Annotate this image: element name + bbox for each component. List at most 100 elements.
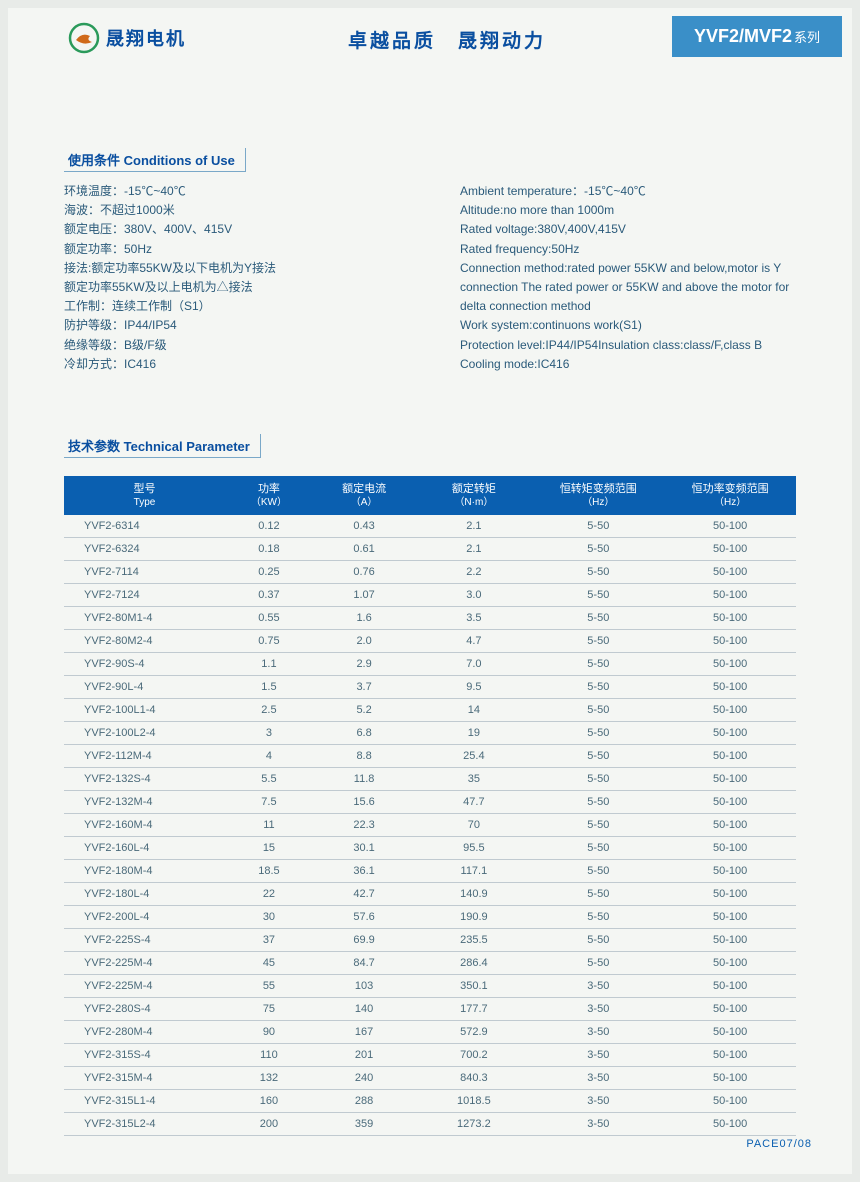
table-cell: 2.9: [313, 653, 415, 676]
table-cell: 50-100: [664, 1021, 796, 1044]
table-cell: 30.1: [313, 837, 415, 860]
table-cell: 5-50: [532, 676, 664, 699]
table-header-row: 型号Type功率（KW）额定电流（A）额定转矩（N·m）恒转矩变频范围（Hz）恒…: [64, 476, 796, 515]
table-cell: YVF2-6314: [64, 515, 225, 538]
table-cell: 3-50: [532, 1113, 664, 1136]
table-row: YVF2-71140.250.762.25-5050-100: [64, 561, 796, 584]
table-cell: 3-50: [532, 998, 664, 1021]
tech-table: 型号Type功率（KW）额定电流（A）额定转矩（N·m）恒转矩变频范围（Hz）恒…: [64, 476, 796, 1136]
table-cell: 50-100: [664, 653, 796, 676]
table-cell: 9.5: [415, 676, 532, 699]
table-header-cell: 功率（KW）: [225, 476, 313, 515]
table-row: YVF2-180L-42242.7140.95-5050-100: [64, 883, 796, 906]
table-cell: 50-100: [664, 1044, 796, 1067]
table-row: YVF2-280M-490167572.93-5050-100: [64, 1021, 796, 1044]
table-cell: 286.4: [415, 952, 532, 975]
table-row: YVF2-100L1-42.55.2145-5050-100: [64, 699, 796, 722]
table-cell: YVF2-315M-4: [64, 1067, 225, 1090]
condition-line: Connection method:rated power 55KW and b…: [460, 259, 796, 278]
table-row: YVF2-160M-41122.3705-5050-100: [64, 814, 796, 837]
page-footer: PACE07/08: [746, 1138, 812, 1150]
table-cell: 36.1: [313, 860, 415, 883]
table-cell: 14: [415, 699, 532, 722]
table-cell: 5.5: [225, 768, 313, 791]
table-row: YVF2-315S-4110201700.23-5050-100: [64, 1044, 796, 1067]
table-cell: YVF2-280S-4: [64, 998, 225, 1021]
table-cell: 0.18: [225, 538, 313, 561]
table-cell: 5-50: [532, 561, 664, 584]
table-cell: 50-100: [664, 975, 796, 998]
table-cell: 50-100: [664, 952, 796, 975]
table-cell: 5-50: [532, 929, 664, 952]
conditions-left: 环境温度：-15℃~40℃海波：不超过1000米额定电压：380V、400V、4…: [64, 182, 400, 374]
table-row: YVF2-315L2-42003591273.23-5050-100: [64, 1113, 796, 1136]
conditions-title: 使用条件 Conditions of Use: [64, 148, 246, 172]
table-cell: 700.2: [415, 1044, 532, 1067]
table-cell: 95.5: [415, 837, 532, 860]
table-cell: 5-50: [532, 630, 664, 653]
table-cell: 5-50: [532, 515, 664, 538]
table-cell: 288: [313, 1090, 415, 1113]
table-cell: 3-50: [532, 1021, 664, 1044]
table-cell: 57.6: [313, 906, 415, 929]
conditions-right: Ambient temperature：-15℃~40℃Altitude:no …: [460, 182, 796, 374]
table-cell: 5-50: [532, 814, 664, 837]
table-cell: 3-50: [532, 975, 664, 998]
tech-section: 技术参数 Technical Parameter 型号Type功率（KW）额定电…: [64, 434, 796, 1136]
table-cell: 1.07: [313, 584, 415, 607]
table-cell: 45: [225, 952, 313, 975]
table-cell: 3-50: [532, 1044, 664, 1067]
table-row: YVF2-200L-43057.6190.95-5050-100: [64, 906, 796, 929]
table-cell: 50-100: [664, 607, 796, 630]
table-cell: 5-50: [532, 791, 664, 814]
table-cell: 50-100: [664, 883, 796, 906]
table-row: YVF2-225M-44584.7286.45-5050-100: [64, 952, 796, 975]
table-cell: 840.3: [415, 1067, 532, 1090]
table-cell: 50-100: [664, 929, 796, 952]
table-row: YVF2-63240.180.612.15-5050-100: [64, 538, 796, 561]
table-cell: 3: [225, 722, 313, 745]
table-cell: 177.7: [415, 998, 532, 1021]
table-cell: 2.1: [415, 538, 532, 561]
table-cell: 1.1: [225, 653, 313, 676]
table-cell: 50-100: [664, 837, 796, 860]
table-cell: 25.4: [415, 745, 532, 768]
table-row: YVF2-71240.371.073.05-5050-100: [64, 584, 796, 607]
table-cell: 75: [225, 998, 313, 1021]
table-row: YVF2-225M-455103350.13-5050-100: [64, 975, 796, 998]
table-cell: YVF2-180M-4: [64, 860, 225, 883]
table-cell: 132: [225, 1067, 313, 1090]
table-cell: 50-100: [664, 860, 796, 883]
table-cell: 200: [225, 1113, 313, 1136]
table-cell: 190.9: [415, 906, 532, 929]
table-cell: 50-100: [664, 1090, 796, 1113]
table-cell: 90: [225, 1021, 313, 1044]
table-cell: 5-50: [532, 607, 664, 630]
table-row: YVF2-112M-448.825.45-5050-100: [64, 745, 796, 768]
table-cell: YVF2-200L-4: [64, 906, 225, 929]
table-cell: YVF2-160L-4: [64, 837, 225, 860]
table-row: YVF2-80M2-40.752.04.75-5050-100: [64, 630, 796, 653]
condition-line: Rated frequency:50Hz: [460, 240, 796, 259]
table-cell: 69.9: [313, 929, 415, 952]
table-header-cell: 恒功率变频范围（Hz）: [664, 476, 796, 515]
table-cell: YVF2-112M-4: [64, 745, 225, 768]
table-cell: 11: [225, 814, 313, 837]
table-row: YVF2-280S-475140177.73-5050-100: [64, 998, 796, 1021]
condition-line: 防护等级：IP44/IP54: [64, 316, 400, 335]
table-row: YVF2-90S-41.12.97.05-5050-100: [64, 653, 796, 676]
table-cell: 37: [225, 929, 313, 952]
table-cell: YVF2-315L1-4: [64, 1090, 225, 1113]
condition-line: 绝缘等级：B级/F级: [64, 336, 400, 355]
table-cell: 50-100: [664, 745, 796, 768]
table-cell: 50-100: [664, 722, 796, 745]
table-cell: 7.5: [225, 791, 313, 814]
table-cell: YVF2-180L-4: [64, 883, 225, 906]
table-body: YVF2-63140.120.432.15-5050-100YVF2-63240…: [64, 515, 796, 1136]
table-cell: 240: [313, 1067, 415, 1090]
table-header-cell: 额定转矩（N·m）: [415, 476, 532, 515]
table-cell: 50-100: [664, 515, 796, 538]
condition-line: Ambient temperature：-15℃~40℃: [460, 182, 796, 201]
table-row: YVF2-180M-418.536.1117.15-5050-100: [64, 860, 796, 883]
table-cell: 0.75: [225, 630, 313, 653]
